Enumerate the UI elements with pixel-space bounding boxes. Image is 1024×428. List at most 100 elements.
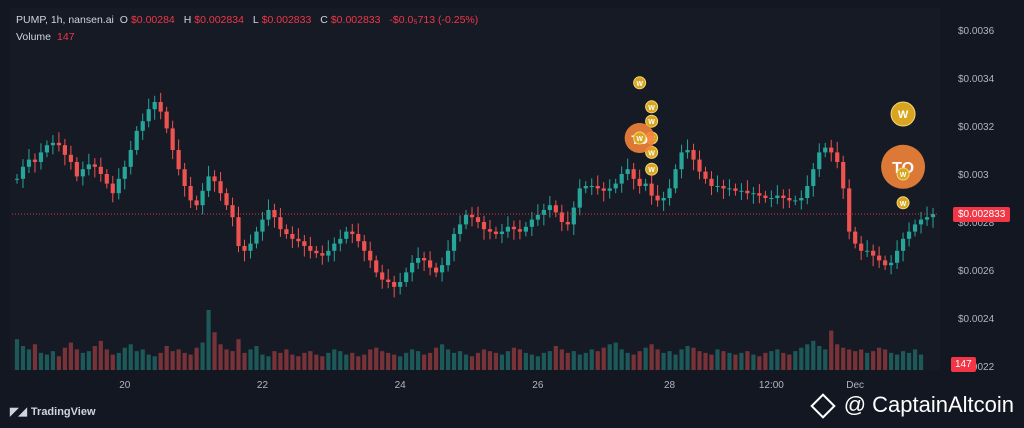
w-marker <box>645 100 659 114</box>
candle-body <box>841 162 846 189</box>
candle-body <box>56 142 61 146</box>
close-label: C <box>320 14 328 26</box>
candle-body <box>529 219 534 227</box>
candle-body <box>368 250 373 261</box>
candle-body <box>158 102 163 112</box>
candle-body <box>206 176 211 191</box>
volume-bar <box>320 356 325 370</box>
volume-bar <box>290 354 295 370</box>
volume-bar <box>284 349 289 370</box>
volume-bar <box>469 356 475 370</box>
candle-body <box>577 188 582 208</box>
volume-bar <box>428 352 433 370</box>
x-tick-label: 26 <box>532 380 544 391</box>
to-marker <box>881 144 926 189</box>
candle-body <box>769 198 774 199</box>
volume-bar <box>493 352 499 370</box>
candle-body <box>332 243 337 251</box>
volume-bar <box>32 344 38 370</box>
chart-area[interactable] <box>10 8 940 370</box>
tradingview-brand: TradingView <box>30 406 96 418</box>
candle-body <box>422 258 427 261</box>
candle-body <box>703 171 708 179</box>
volume-bar <box>595 351 600 370</box>
volume-bar <box>703 352 708 370</box>
volume-bar <box>188 354 193 370</box>
volume-bar <box>577 354 582 370</box>
candle-body <box>505 226 511 232</box>
candle-body <box>673 169 678 189</box>
volume-bar <box>565 352 570 370</box>
candle-body <box>865 250 870 252</box>
candle-body <box>781 195 786 198</box>
w-marker-label: W <box>636 81 643 88</box>
candle-body <box>757 193 762 196</box>
candle-body <box>74 162 79 177</box>
volume-bar <box>463 354 469 370</box>
volume-bar <box>727 352 732 370</box>
volume-bar <box>146 354 151 370</box>
volume-bar <box>571 351 576 370</box>
volume-bar <box>182 352 187 370</box>
volume-bar <box>116 352 121 370</box>
tradingview-logo[interactable]: ◤◢ TradingView <box>10 405 96 418</box>
current-price-tag: $0.002833 <box>953 207 1011 222</box>
volume-bar <box>793 351 798 370</box>
volume-bar <box>350 352 355 370</box>
volume-bar <box>26 349 32 370</box>
candle-body <box>661 198 666 201</box>
volume-legend: Volume 147 <box>16 31 75 43</box>
candle-body <box>727 188 732 190</box>
candle-body <box>619 174 624 184</box>
volume-bar <box>583 352 588 370</box>
volume-bar <box>619 349 624 370</box>
volume-bar <box>386 352 391 370</box>
candle-body <box>906 231 912 239</box>
volume-bar <box>74 349 79 370</box>
volume-bar <box>894 354 900 370</box>
volume-bar <box>841 347 846 370</box>
x-tick-label: 28 <box>664 380 676 391</box>
candle-body <box>122 166 127 179</box>
candle-body <box>511 226 517 230</box>
volume-bar <box>847 349 852 370</box>
candle-body <box>745 190 750 194</box>
volume-bar <box>20 346 26 370</box>
volume-bar <box>475 352 481 370</box>
volume-bar <box>164 346 169 370</box>
candle-body <box>835 152 840 162</box>
volume-bar <box>62 347 67 370</box>
candle-body <box>302 241 307 246</box>
candle-body <box>523 226 528 232</box>
x-tick-label: 22 <box>257 380 269 391</box>
volume-bar <box>499 354 505 370</box>
volume-bar <box>601 347 606 370</box>
candle-body <box>296 238 301 242</box>
candle-body <box>643 183 648 186</box>
candle-body <box>374 260 379 273</box>
candle-body <box>481 222 487 230</box>
candle-body <box>535 214 540 220</box>
chart-legend: PUMP, 1h, nansen.ai O $0.00284 H $0.002834… <box>16 14 484 26</box>
candle-body <box>170 128 175 150</box>
candle-body <box>356 234 361 242</box>
volume-bar <box>194 347 199 370</box>
volume-bar <box>212 332 217 370</box>
volume-bar <box>541 352 546 370</box>
volume-bar <box>859 349 864 370</box>
volume-bar <box>787 354 792 370</box>
candle-body <box>92 164 97 167</box>
volume-bar <box>68 342 73 370</box>
candle-body <box>44 145 50 153</box>
candle-body <box>152 102 157 110</box>
candle-body <box>182 169 187 186</box>
volume-bar <box>86 351 91 370</box>
candle-body <box>20 166 26 179</box>
volume-bar <box>673 354 678 370</box>
candle-body <box>445 250 451 266</box>
candle-body <box>775 195 780 198</box>
candle-body <box>715 186 720 187</box>
candle-body <box>32 159 38 162</box>
volume-bar <box>805 344 810 370</box>
